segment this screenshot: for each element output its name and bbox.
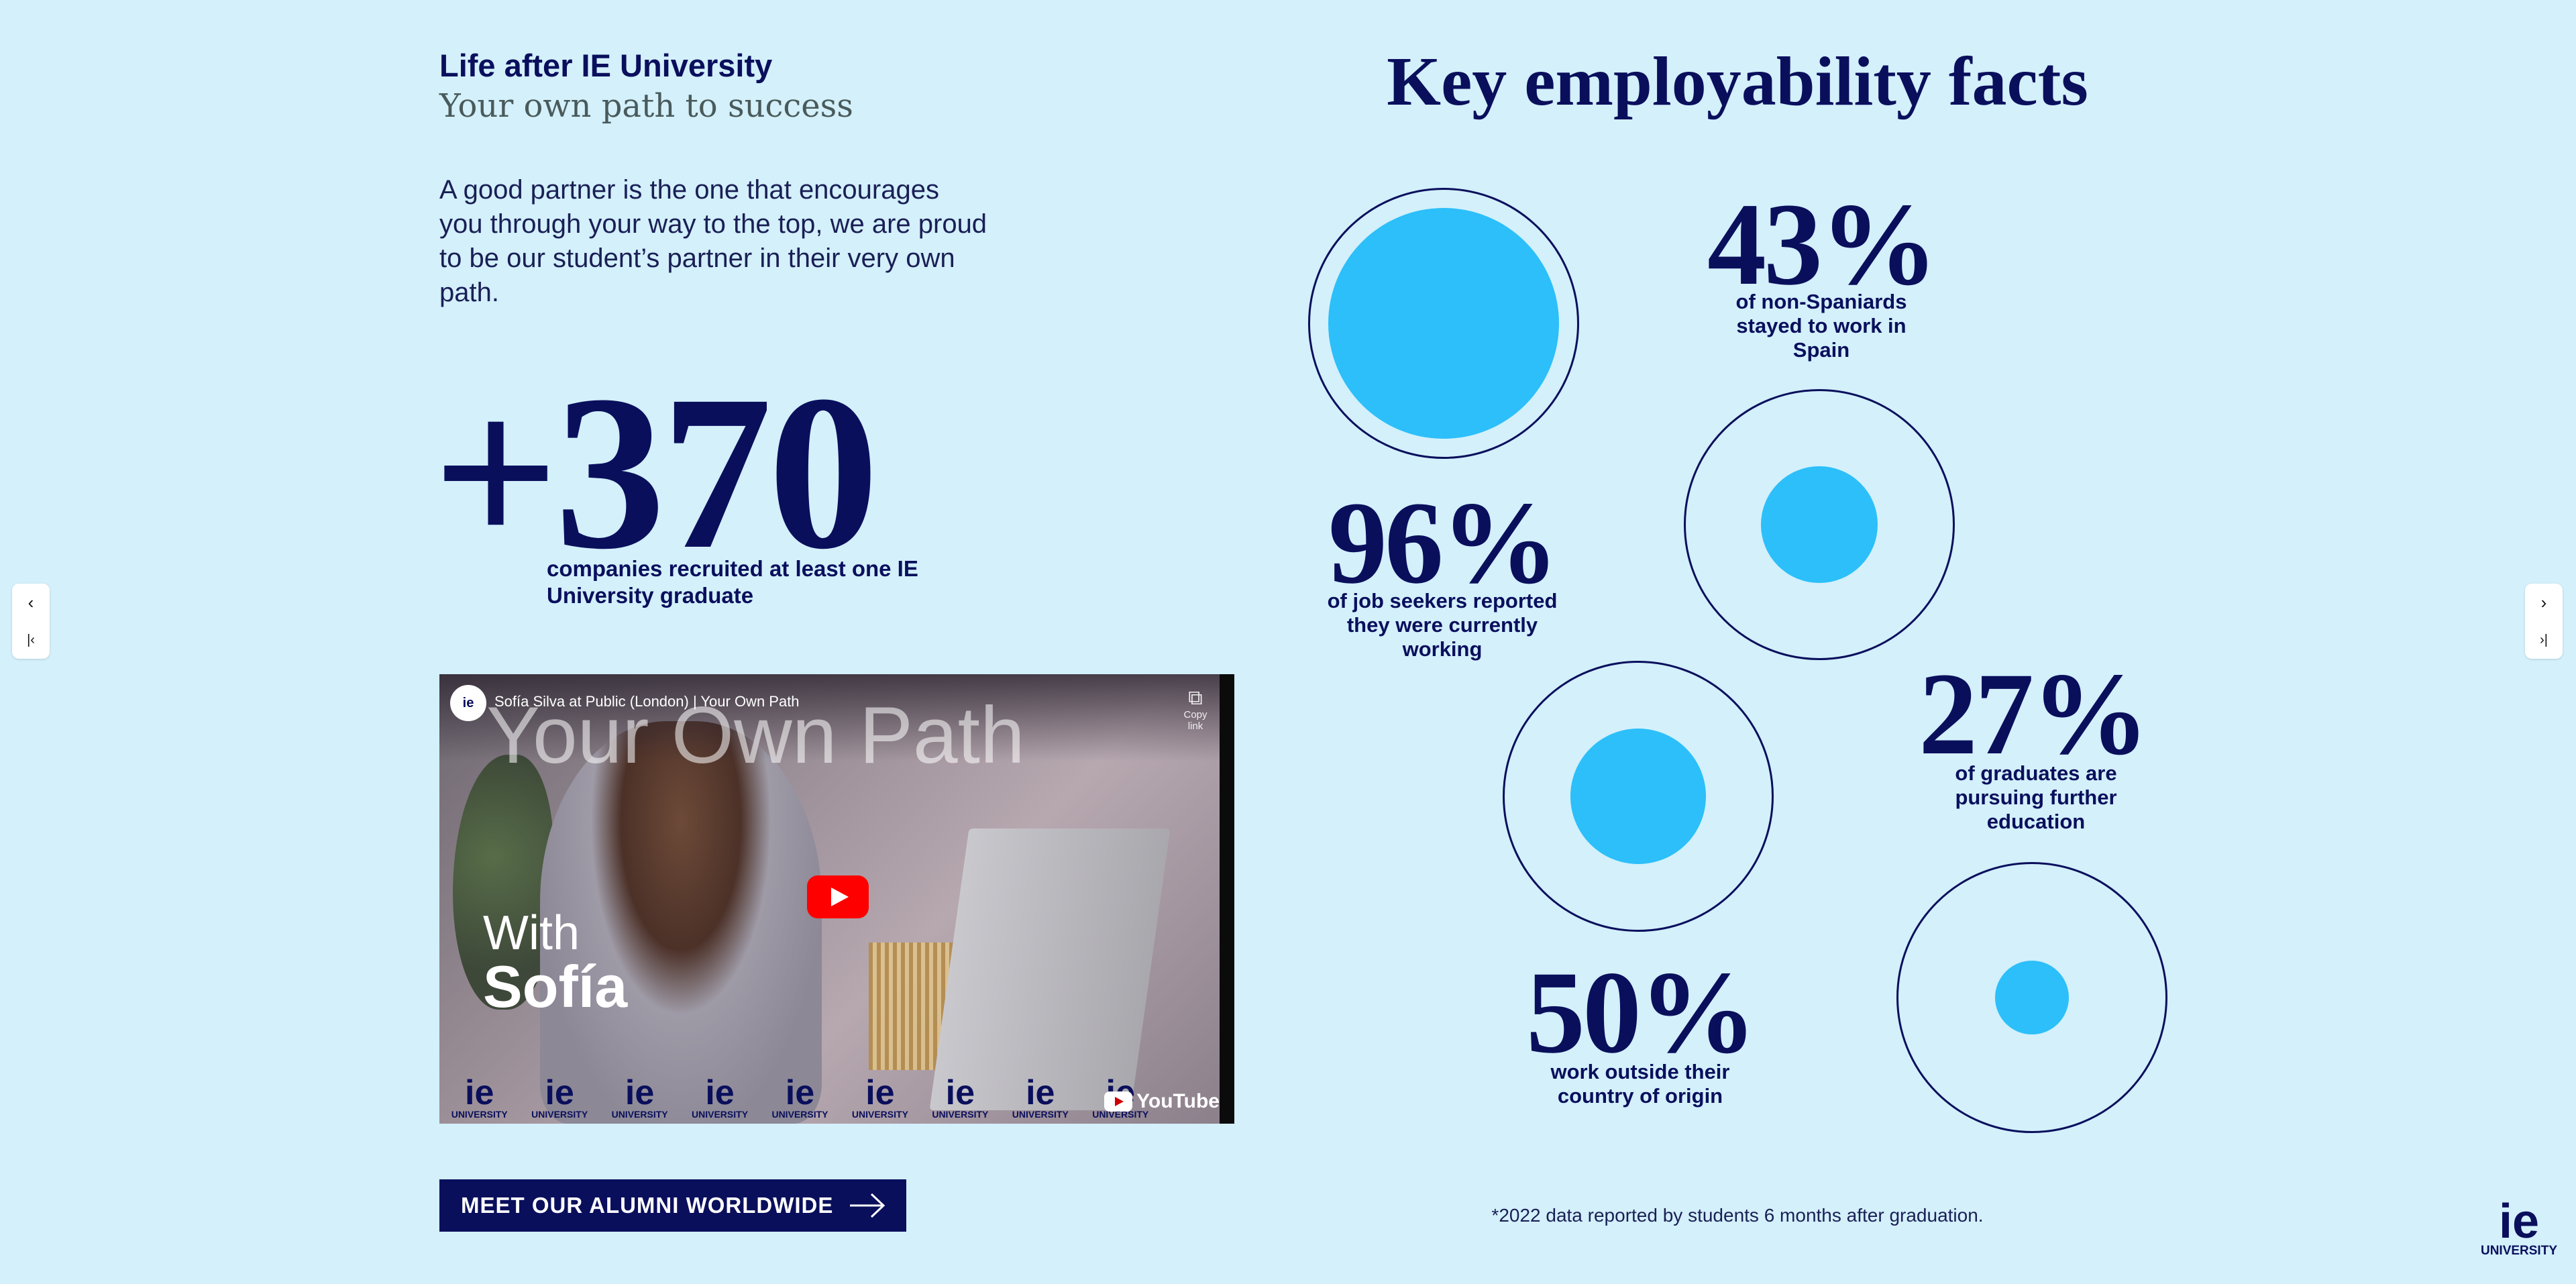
section-eyebrow: Life after IE University — [439, 48, 773, 83]
video-still-plant — [453, 755, 553, 1010]
video-with-label: With — [483, 906, 580, 960]
channel-logo[interactable]: ie — [450, 685, 486, 721]
last-page-icon[interactable]: ›| — [2540, 633, 2548, 647]
copy-link-button[interactable]: ⧉ Copy link — [1175, 687, 1216, 733]
copy-link-label: Copy link — [1183, 709, 1208, 732]
video-player[interactable]: Your Own Path ie Sofía Silva at Public (… — [439, 674, 1234, 1124]
section-subtitle: Your own path to success — [439, 87, 853, 125]
youtube-icon — [1104, 1091, 1133, 1112]
first-page-icon[interactable]: |‹ — [27, 633, 35, 647]
fact-dot-27 — [1995, 961, 2069, 1034]
video-title-link[interactable]: Sofía Silva at Public (London) | Your Ow… — [494, 693, 800, 710]
facts-title: Key employability facts — [1387, 43, 2088, 120]
fact-ring-96 — [1308, 188, 1579, 459]
intro-paragraph: A good partner is the one that encourage… — [439, 175, 987, 307]
video-still-laptop — [929, 828, 1171, 1110]
meet-alumni-label: MEET OUR ALUMNI WORLDWIDE — [461, 1193, 834, 1218]
fact-caption-43: of non-Spaniards stayed to work in Spain — [1735, 290, 1907, 362]
fact-dot-96 — [1328, 208, 1559, 439]
fact-ring-50 — [1503, 661, 1774, 932]
previous-page-icon[interactable]: ‹ — [28, 592, 34, 612]
fact-value-50: 50% — [1526, 947, 1757, 1078]
fact-value-43: 43% — [1707, 179, 1938, 310]
ie-university-logo[interactable]: ie UNIVERSITY — [2480, 1195, 2557, 1258]
fact-value-96: 96% — [1328, 478, 1559, 608]
fact-ring-27 — [1896, 862, 2167, 1133]
copy-icon: ⧉ — [1188, 687, 1203, 709]
next-page-icon[interactable]: › — [2540, 592, 2547, 612]
fact-dot-43 — [1761, 466, 1878, 583]
video-still-person — [540, 721, 822, 1124]
prev-nav: ‹ |‹ — [12, 584, 50, 659]
video-name-label: Sofía — [483, 953, 628, 1020]
video-logo-strip: ie UNIVERSITY ie UNIVERSITY ie UNIVERSITY i… — [439, 1073, 1234, 1120]
arrow-right-icon — [850, 1193, 885, 1218]
facts-footnote: *2022 data reported by students 6 months… — [1491, 1205, 1984, 1226]
fact-caption-27: of graduates are pursuing further educat… — [1955, 761, 2117, 833]
fact-caption-50: work outside their country of origin — [1550, 1060, 1730, 1108]
meet-alumni-button[interactable]: MEET OUR ALUMNI WORLDWIDE — [439, 1179, 906, 1232]
next-nav: › ›| — [2525, 584, 2563, 659]
video-watermark-title: Your Own Path — [486, 690, 1025, 780]
fact-ring-43 — [1684, 389, 1955, 660]
fact-dot-50 — [1570, 729, 1706, 864]
fact-value-27: 27% — [1919, 649, 2149, 780]
play-button[interactable] — [807, 875, 869, 918]
companies-count: +370 — [433, 350, 879, 595]
fact-caption-96: of job seekers reported they were curren… — [1327, 589, 1558, 661]
companies-caption: companies recruited at least one IE Univ… — [547, 556, 918, 608]
youtube-logo-link[interactable]: YouTube — [1104, 1090, 1220, 1113]
youtube-label: YouTube — [1136, 1090, 1220, 1112]
